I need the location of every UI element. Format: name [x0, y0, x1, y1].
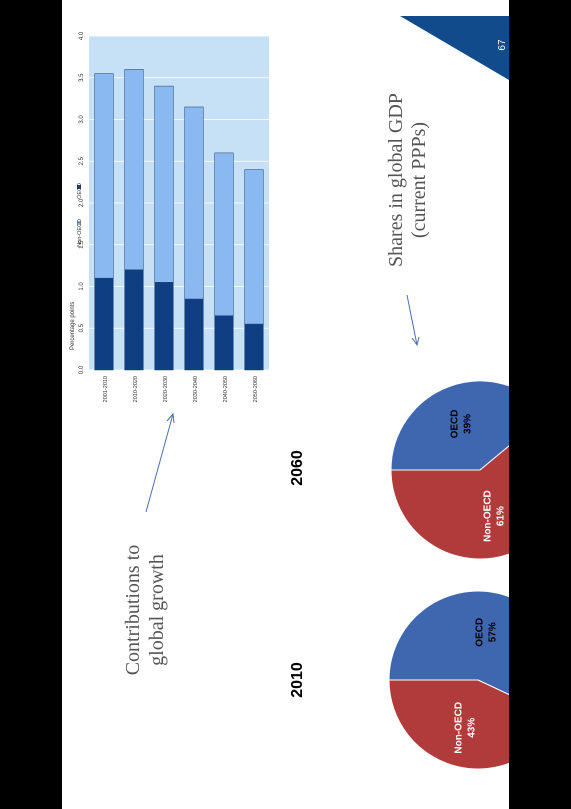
- y-tick-label: 3.0: [79, 115, 85, 124]
- legend-swatch: [77, 185, 81, 189]
- x-tick-label: 2010-2020: [133, 376, 139, 402]
- bar-segment: [124, 269, 144, 371]
- y-tick-label: 2.0: [79, 198, 85, 207]
- contributions-label-line1: Contributions to: [122, 545, 144, 676]
- contributions-arrow: [145, 413, 174, 513]
- y-tick-label: 1.5: [79, 240, 85, 249]
- x-tick-label: 2030-2040: [193, 376, 199, 402]
- pie-slice: [390, 445, 509, 560]
- slide: 67 0.0 0.5 1.0 1.5 2.0 2.5 3.0 3.5 4.0 Percentage…: [62, 0, 509, 809]
- bar-segment: [244, 323, 264, 371]
- corner-triangle: [400, 16, 509, 80]
- contributions-arrowhead: [166, 412, 175, 424]
- x-tick-label: 2020-2030: [163, 376, 169, 402]
- pie-slice-label: OECD: [449, 409, 460, 438]
- pie-slice: [390, 380, 509, 471]
- y-tick-label: 0.0: [79, 365, 85, 374]
- bar-segment: [184, 298, 204, 371]
- pie-slice: [388, 679, 509, 770]
- bar-segment: [94, 277, 114, 371]
- pie-slice-value: 61%: [496, 506, 507, 526]
- bar-segment: [124, 69, 144, 271]
- bar-segment: [154, 85, 174, 283]
- bar-segment: [94, 73, 114, 279]
- pie-slice-value: 39%: [462, 414, 473, 434]
- pie-title: 2060: [289, 450, 306, 486]
- contributions-label-line2: global growth: [146, 554, 168, 666]
- y-tick-label: 1.0: [79, 282, 85, 291]
- pie-title: 2010: [289, 662, 306, 698]
- y-tick-label: 3.5: [79, 73, 85, 82]
- bar-segment: [184, 106, 204, 300]
- page-number: 67: [497, 39, 508, 51]
- pie-slice-value: 57%: [488, 622, 499, 642]
- bar-segment: [154, 282, 174, 371]
- y-tick-label: 2.5: [79, 156, 85, 165]
- bar-segment: [244, 169, 264, 325]
- contributions-bar-chart: 0.0 0.5 1.0 1.5 2.0 2.5 3.0 3.5 4.0 Percentage po…: [70, 31, 269, 402]
- shares-label-line1: Shares in global GDP: [385, 93, 407, 267]
- legend-label: OECD: [77, 183, 83, 199]
- pie-slice: [388, 590, 509, 696]
- y-tick-label: 4.0: [79, 31, 85, 40]
- legend-label: Non-OECD: [77, 219, 83, 247]
- pie-slice-value: 43%: [466, 718, 477, 738]
- y-tick-label: 0.5: [79, 323, 85, 332]
- pie-slice-label: Non-OECD: [453, 702, 464, 754]
- shares-arrow: [406, 294, 418, 346]
- bar-segment: [214, 315, 234, 371]
- x-tick-label: 2001-2010: [103, 376, 109, 402]
- x-tick-label: 2040-2050: [223, 376, 229, 402]
- shares-label-line2: (current PPPs): [408, 122, 430, 238]
- x-tick-label: 2050-2060: [253, 376, 259, 402]
- y-axis-label: Percentage points: [70, 302, 76, 350]
- bar-segment: [214, 152, 234, 316]
- pie-slice-label: Non-OECD: [483, 490, 494, 542]
- shares-arrowhead: [411, 336, 420, 347]
- pie-slice-label: OECD: [475, 618, 486, 647]
- slide-canvas: 67 0.0 0.5 1.0 1.5 2.0 2.5 3.0 3.5 4.0 Percentage…: [70, 16, 509, 770]
- legend-swatch: [77, 221, 81, 225]
